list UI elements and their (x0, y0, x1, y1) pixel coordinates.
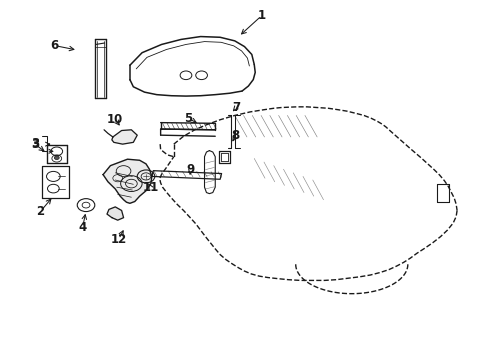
Circle shape (54, 156, 59, 159)
Text: 1: 1 (257, 9, 265, 22)
Text: 10: 10 (107, 113, 123, 126)
Text: 12: 12 (110, 233, 126, 246)
Text: 6: 6 (50, 39, 59, 52)
Polygon shape (103, 159, 152, 203)
Text: 5: 5 (184, 112, 192, 125)
Text: 4: 4 (79, 221, 86, 234)
Text: 11: 11 (142, 181, 159, 194)
Text: 9: 9 (186, 163, 195, 176)
Text: 3: 3 (31, 138, 39, 150)
Text: 8: 8 (231, 129, 239, 143)
Text: 7: 7 (232, 101, 240, 114)
Polygon shape (107, 207, 123, 220)
Text: 2: 2 (37, 205, 44, 218)
Text: 3: 3 (31, 137, 39, 150)
Polygon shape (112, 130, 137, 144)
